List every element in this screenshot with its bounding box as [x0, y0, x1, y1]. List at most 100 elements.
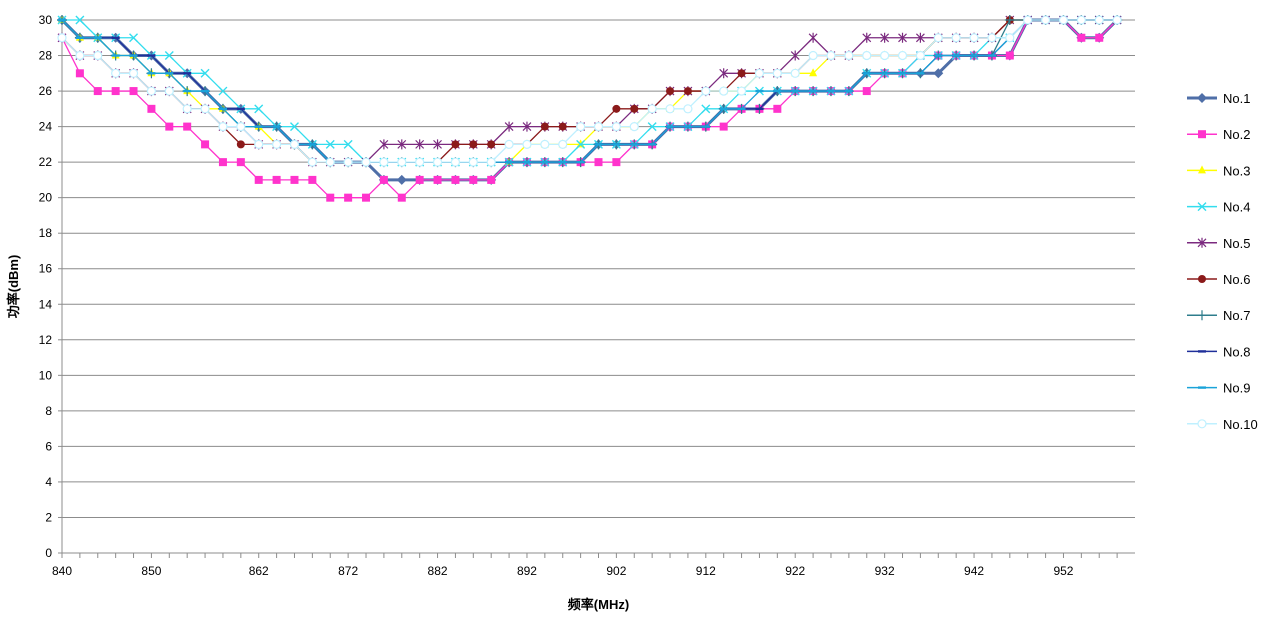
legend-marker [1197, 202, 1207, 212]
data-point [147, 72, 156, 75]
data-point [75, 50, 85, 61]
data-point [934, 54, 943, 57]
data-point [862, 87, 871, 96]
data-point [737, 107, 746, 111]
data-point [844, 89, 853, 93]
data-point [272, 125, 281, 128]
data-point [272, 139, 282, 149]
y-tick-label: 26 [39, 84, 53, 98]
data-point [325, 139, 335, 149]
data-point [432, 157, 443, 167]
data-point [862, 50, 872, 61]
data-point [594, 158, 603, 167]
data-point [880, 72, 889, 75]
x-axis-title: 频率(MHz) [568, 597, 629, 612]
data-point [200, 104, 210, 114]
x-tick-label: 862 [249, 564, 269, 578]
data-point [200, 68, 210, 78]
data-point [254, 125, 263, 128]
y-tick-label: 8 [45, 404, 52, 418]
data-point [736, 86, 747, 96]
data-point [236, 121, 246, 132]
data-point [683, 87, 692, 96]
data-point [450, 157, 461, 167]
data-point [147, 104, 156, 113]
data-point [183, 72, 192, 75]
data-point [915, 50, 926, 61]
legend-marker [1197, 310, 1207, 321]
data-point [666, 125, 675, 128]
data-point [415, 139, 425, 150]
data-point [183, 89, 192, 93]
legend: No.1 No.2 No.3 No.4 No.5 No.6 No.7 No.8 No.9 No.1… [1187, 91, 1258, 432]
data-point [808, 32, 818, 43]
data-point [325, 157, 335, 167]
data-point [630, 143, 639, 146]
data-point [111, 36, 120, 39]
data-point [790, 50, 800, 61]
data-point [129, 54, 138, 57]
data-point [201, 140, 210, 149]
y-tick-label: 30 [39, 13, 53, 27]
data-point [933, 68, 944, 79]
data-point [326, 193, 335, 202]
data-point [129, 87, 138, 96]
data-point [272, 175, 281, 184]
data-point [147, 54, 156, 57]
data-point [773, 89, 782, 93]
data-point [111, 68, 121, 78]
x-tick-label: 872 [338, 564, 358, 578]
data-point [1112, 15, 1122, 25]
data-point [504, 121, 514, 132]
data-point [183, 122, 192, 131]
data-point [880, 50, 890, 61]
data-point [396, 174, 407, 185]
data-point [987, 54, 996, 57]
data-point [218, 107, 227, 111]
data-point [146, 86, 157, 96]
data-point [612, 158, 621, 167]
legend-marker [1198, 165, 1206, 174]
legend-label: No.1 [1223, 91, 1250, 106]
data-point [612, 143, 621, 146]
data-point [1094, 15, 1104, 25]
data-point [773, 104, 782, 113]
y-tick-label: 18 [39, 226, 53, 240]
data-point [790, 68, 800, 78]
data-point [952, 54, 961, 57]
data-point [826, 50, 836, 61]
data-point [487, 175, 496, 184]
x-tick-label: 932 [875, 564, 895, 578]
legend-marker [1198, 386, 1206, 389]
data-point [683, 104, 693, 114]
data-point [1005, 33, 1015, 43]
data-point [576, 160, 585, 164]
series-line [60, 18, 1119, 182]
legend-marker [1197, 237, 1207, 248]
data-point [1077, 33, 1086, 42]
data-point [307, 157, 317, 167]
data-point [379, 139, 389, 150]
data-point [289, 139, 300, 149]
data-point [612, 104, 621, 113]
data-point [344, 193, 353, 202]
data-point [916, 72, 925, 75]
data-point [755, 89, 764, 93]
data-point [629, 121, 639, 132]
data-point [254, 104, 264, 114]
data-point [594, 143, 603, 146]
data-point [165, 72, 174, 75]
data-point [808, 50, 818, 61]
data-point [505, 160, 514, 164]
data-point [308, 143, 317, 146]
data-point [915, 32, 925, 43]
y-tick-label: 6 [45, 439, 52, 453]
data-point [308, 175, 317, 184]
data-point [218, 158, 227, 167]
data-point [1023, 15, 1033, 25]
legend-entry: No.5 [1187, 236, 1250, 251]
data-point [987, 33, 997, 43]
data-point [576, 121, 586, 132]
data-point [880, 32, 890, 43]
legend-label: No.7 [1223, 308, 1250, 323]
